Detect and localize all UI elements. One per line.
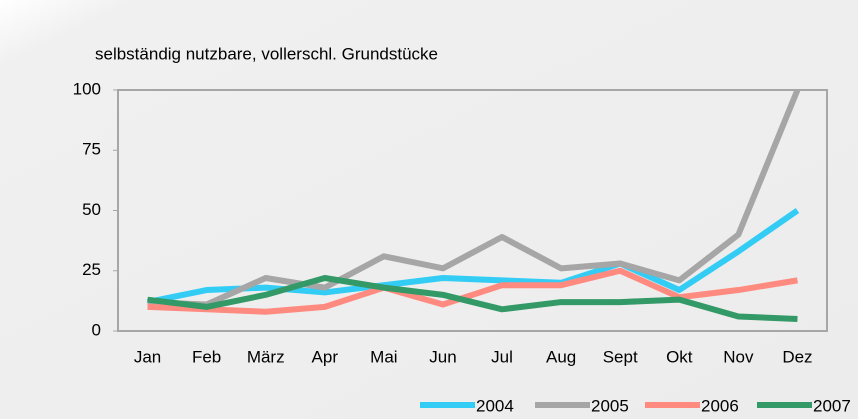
- x-tick-label: Aug: [546, 347, 576, 366]
- legend-label: 2004: [476, 396, 514, 415]
- y-tick-label: 75: [82, 140, 101, 159]
- y-tick-label: 50: [82, 200, 101, 219]
- x-tick-label: Jan: [134, 347, 161, 366]
- x-tick-label: Apr: [312, 347, 339, 366]
- x-tick-label: Sept: [603, 347, 638, 366]
- legend-label: 2007: [813, 396, 851, 415]
- y-tick-label: 25: [82, 260, 101, 279]
- x-tick-label: Nov: [723, 347, 754, 366]
- legend-label: 2006: [701, 396, 739, 415]
- series-line: [147, 274, 798, 322]
- series-line: [147, 267, 798, 315]
- x-tick-label: März: [247, 347, 285, 366]
- x-tick-label: Jul: [491, 347, 513, 366]
- series-line: [147, 88, 801, 308]
- legend-label: 2005: [591, 396, 629, 415]
- x-tick-label: Okt: [666, 347, 693, 366]
- x-tick-label: Jun: [429, 347, 456, 366]
- y-tick-label: 0: [92, 320, 101, 339]
- y-tick-label: 100: [73, 79, 101, 98]
- x-tick-label: Mai: [370, 347, 397, 366]
- chart-title: selbständig nutzbare, vollerschl. Grunds…: [95, 44, 438, 63]
- x-tick-label: Dez: [782, 347, 812, 366]
- series-line: [146, 208, 800, 306]
- x-tick-label: Feb: [192, 347, 221, 366]
